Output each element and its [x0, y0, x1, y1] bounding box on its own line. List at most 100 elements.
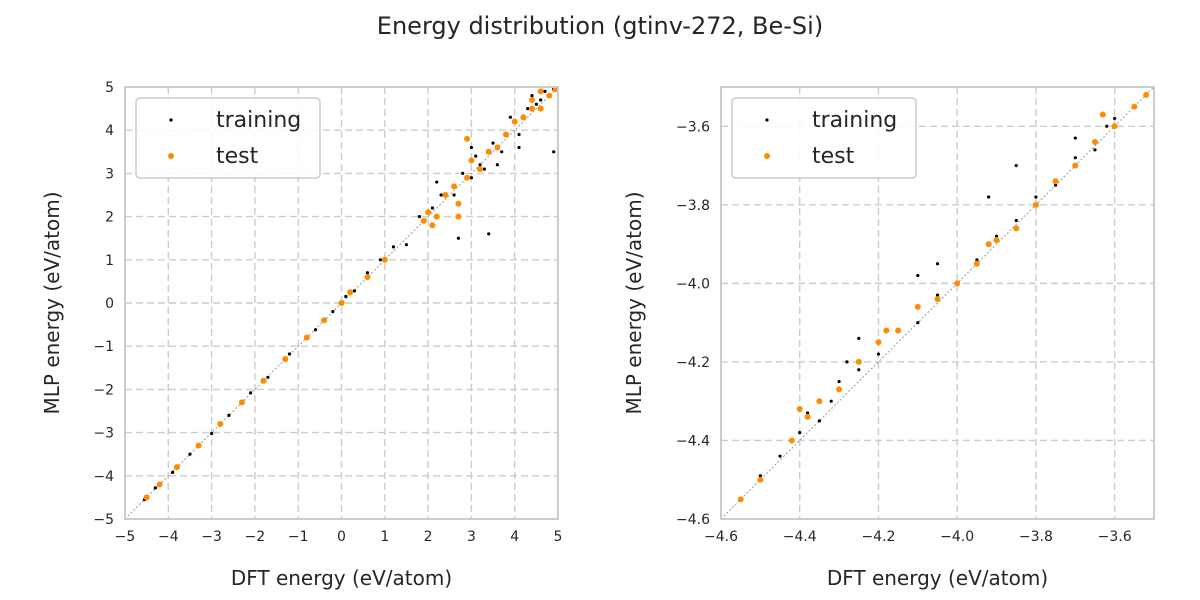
left-plot-test-point — [425, 209, 432, 216]
right-plot-test-point — [816, 398, 823, 405]
left-plot-y-tick-label: 5 — [105, 80, 114, 96]
left-plot-test-point — [303, 334, 310, 341]
left-plot-x-tick-label: −5 — [115, 529, 136, 545]
left-plot-test-point — [477, 166, 484, 173]
left-plot-points — [142, 87, 558, 502]
right-plot-test-point — [1072, 162, 1079, 169]
right-plot-training-point — [829, 399, 833, 403]
right-plot-x-tick-label: −4.2 — [861, 529, 895, 545]
left-plot-test-point — [464, 174, 471, 181]
right-plot-test-point — [1032, 201, 1039, 208]
left-plot-test-point — [546, 92, 553, 99]
right-plot-x-tick-label: −4.6 — [704, 529, 738, 545]
right-plot-test-point — [1131, 103, 1138, 110]
left-plot-test-point — [238, 399, 245, 406]
left-plot-test-point — [156, 481, 163, 488]
right-plot-x-tick-label: −3.6 — [1098, 529, 1132, 545]
right-plot-test-point — [993, 237, 1000, 244]
left-plot-test-point — [451, 183, 458, 190]
left-plot-training-point — [248, 391, 253, 395]
right-plot-y-tick-label: −3.8 — [676, 198, 710, 214]
right-plot-training-point — [916, 321, 920, 325]
right-plot-test-point — [757, 476, 764, 483]
right-plot-test-point — [1052, 178, 1059, 185]
left-plot-training-point — [313, 328, 318, 332]
left-plot-test-point — [537, 105, 544, 112]
right-plot-training-point — [1053, 183, 1058, 187]
left-plot-legend-marker-test — [168, 153, 174, 159]
left-plot-training-point — [227, 413, 231, 417]
left-plot-training-point — [430, 206, 435, 210]
right-plot-training-point — [994, 234, 999, 238]
right-plot-border — [720, 86, 1155, 520]
left-plot-test-point — [143, 494, 150, 501]
left-plot-legend-marker-training — [169, 118, 173, 122]
right-plot-training-point — [1105, 124, 1109, 128]
left-plot-training-point — [266, 375, 270, 379]
left-plot-test-point — [420, 217, 427, 224]
left-plot-test-point — [429, 222, 436, 229]
left-plot-y-axis-label: MLP energy (eV/atom) — [40, 191, 64, 414]
left-plot-y-tick-label: 1 — [105, 253, 114, 269]
left-plot-test-point — [494, 144, 501, 151]
right-plot-points — [737, 91, 1150, 503]
left-plot-test-point — [195, 442, 202, 449]
left-plot-training-point — [526, 107, 530, 111]
right-plot-test-point — [1013, 225, 1020, 232]
right-plot-training-point — [1014, 218, 1018, 223]
left-plot-test-point — [338, 300, 345, 306]
left-plot-training-point — [487, 232, 491, 236]
right-plot-test-point — [737, 496, 744, 503]
right-plot-training-point — [916, 273, 920, 278]
left-plot-x-tick-label: −1 — [288, 529, 309, 545]
right-plot-legend-label-training: training — [812, 108, 897, 133]
left-plot-training-point — [188, 452, 192, 456]
right-plot-training-point — [1113, 116, 1117, 121]
right-plot-reference-diagonal — [720, 86, 1155, 520]
left-plot-training-point — [517, 132, 521, 137]
left-plot-y-tick-label: 4 — [105, 123, 114, 139]
left-plot-training-point — [469, 145, 473, 150]
right-plot-x-tick-label: −4.4 — [783, 529, 817, 545]
right-plot-training-point — [857, 368, 861, 372]
left-plot-y-tick-label: −3 — [93, 426, 114, 442]
right-plot-training-point — [758, 474, 762, 478]
right-plot-test-point — [954, 280, 961, 287]
left-plot-test-point — [511, 118, 518, 125]
left-plot-training-point — [210, 431, 214, 436]
left-plot-x-tick-label: 5 — [554, 529, 563, 545]
right-plot-training-point — [987, 195, 991, 199]
right-plot-test-point — [836, 386, 843, 393]
right-plot-training-point — [798, 431, 802, 435]
left-plot-y-tick-label: −4 — [93, 469, 114, 485]
left-plot-x-axis-label: DFT energy (eV/atom) — [231, 566, 452, 590]
left-plot-training-point — [352, 289, 357, 293]
left-plot-training-point — [461, 171, 465, 175]
left-plot-test-point — [529, 105, 536, 112]
right-plot-test-point — [855, 358, 862, 365]
left-plot-test-point — [520, 114, 527, 121]
left-plot-legend-label-training: training — [216, 108, 301, 133]
left-plot-training-point — [391, 245, 396, 249]
left-plot-x-tick-label: 4 — [510, 529, 519, 545]
left-plot-test-point — [485, 148, 492, 155]
left-plot-training-point — [439, 193, 443, 197]
left-plot-test-point — [433, 213, 440, 220]
right-plot-test-point — [1091, 138, 1098, 145]
left-plot-test-point — [282, 356, 289, 363]
right-plot-x-tick-label: −4.0 — [940, 529, 974, 545]
left-plot-y-tick-label: −5 — [93, 512, 114, 528]
right-plot-legend-marker-training — [765, 118, 769, 122]
left-plot-legend-label-test: test — [216, 144, 259, 169]
left-plot-test-point — [468, 157, 475, 164]
right-plot-test-point — [895, 327, 902, 334]
right-plot: −4.6 −4.4 −4.2 −4.0 −3.8 −3.6 −4.6 −4.4 −4.2 −4.0… — [622, 86, 1155, 590]
right-plot-y-tick-label: −4.0 — [676, 276, 710, 292]
left-plot-training-point — [365, 271, 370, 275]
right-plot-training-point — [935, 262, 940, 266]
right-plot-training-point — [1073, 156, 1077, 160]
left-plot-ticks: −5 −4 −3 −2 −1 0 1 2 3 4 5 −5 −4 −3 −2 −1 0 1 2 3 4 5 — [93, 80, 562, 545]
left-plot-training-point — [153, 486, 157, 490]
right-plot-training-point — [876, 352, 881, 356]
